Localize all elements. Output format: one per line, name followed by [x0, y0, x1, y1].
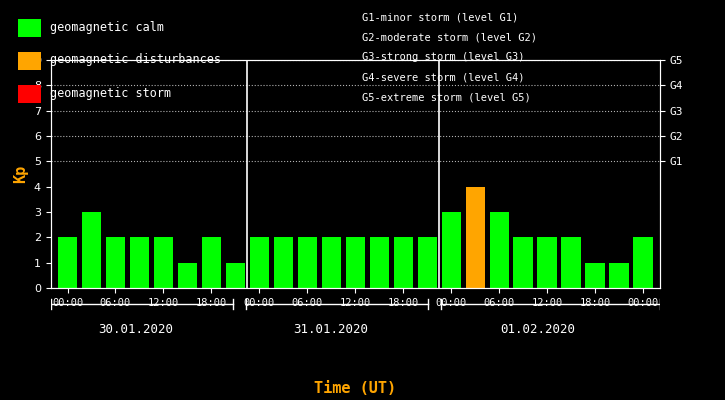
Bar — [249, 237, 269, 288]
Bar — [178, 263, 197, 288]
Bar — [322, 237, 341, 288]
Bar — [418, 237, 436, 288]
Bar — [370, 237, 389, 288]
Bar — [489, 212, 509, 288]
Bar — [346, 237, 365, 288]
Bar — [298, 237, 317, 288]
Bar — [561, 237, 581, 288]
Bar — [130, 237, 149, 288]
Text: G5-extreme storm (level G5): G5-extreme storm (level G5) — [362, 92, 531, 102]
Bar — [537, 237, 557, 288]
Bar — [585, 263, 605, 288]
Bar — [442, 212, 461, 288]
Bar — [634, 237, 652, 288]
Text: 30.01.2020: 30.01.2020 — [99, 323, 173, 336]
Bar — [58, 237, 77, 288]
Bar — [274, 237, 293, 288]
Bar — [202, 237, 221, 288]
Bar — [154, 237, 173, 288]
Text: 01.02.2020: 01.02.2020 — [500, 323, 576, 336]
Text: geomagnetic storm: geomagnetic storm — [50, 86, 172, 100]
Text: 31.01.2020: 31.01.2020 — [294, 323, 368, 336]
Y-axis label: Kp: Kp — [13, 165, 28, 183]
Bar — [106, 237, 125, 288]
Text: Time (UT): Time (UT) — [314, 381, 397, 396]
Text: geomagnetic calm: geomagnetic calm — [50, 20, 165, 34]
FancyBboxPatch shape — [17, 85, 41, 103]
Text: G4-severe storm (level G4): G4-severe storm (level G4) — [362, 72, 525, 82]
Bar — [225, 263, 245, 288]
Text: G1-minor storm (level G1): G1-minor storm (level G1) — [362, 12, 519, 22]
Text: G3-strong storm (level G3): G3-strong storm (level G3) — [362, 52, 525, 62]
Bar — [394, 237, 413, 288]
Bar — [465, 187, 485, 288]
FancyBboxPatch shape — [17, 19, 41, 37]
Text: G2-moderate storm (level G2): G2-moderate storm (level G2) — [362, 32, 537, 42]
Bar — [513, 237, 533, 288]
Bar — [82, 212, 101, 288]
Text: geomagnetic disturbances: geomagnetic disturbances — [50, 54, 221, 66]
FancyBboxPatch shape — [17, 52, 41, 70]
Bar — [610, 263, 629, 288]
